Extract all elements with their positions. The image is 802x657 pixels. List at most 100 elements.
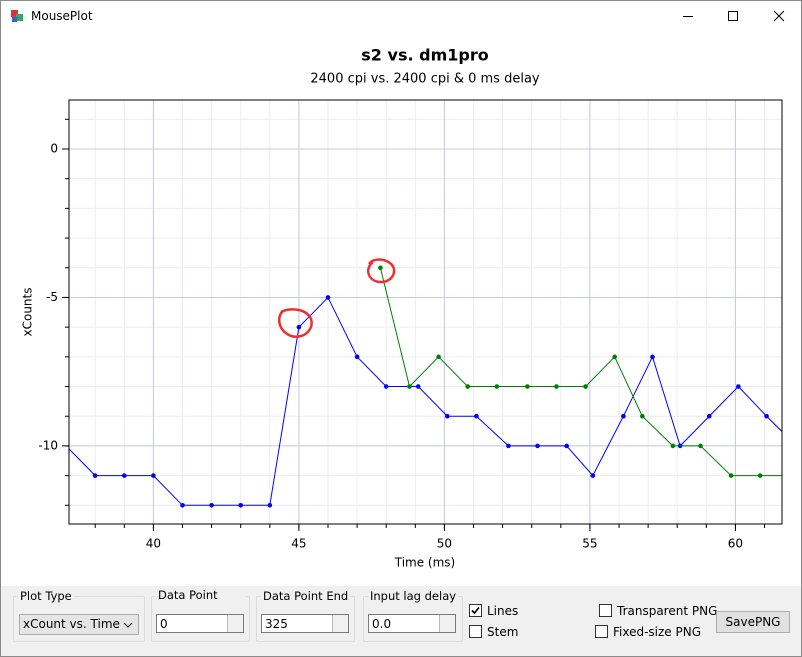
data-point	[554, 384, 559, 389]
data-point	[706, 413, 712, 419]
y-tick-label: -5	[46, 290, 58, 304]
x-tick-label: 60	[728, 537, 743, 551]
dropdown-arrow	[123, 622, 133, 628]
start-group: Data Point Start 0	[151, 589, 250, 642]
x-axis-label: Time (ms)	[394, 556, 456, 570]
spinner[interactable]	[227, 615, 243, 632]
data-point	[121, 473, 127, 478]
transparent-checkbox[interactable]: Transparent PNG	[599, 604, 717, 618]
spinner[interactable]	[332, 615, 348, 632]
data-point	[436, 354, 441, 360]
x-tick-label: 40	[146, 537, 161, 551]
plot-type-group: Plot Type xCount vs. Time	[13, 589, 145, 642]
data-point	[465, 384, 470, 389]
data-point	[564, 443, 569, 449]
checkbox-label: Transparent PNG	[617, 604, 718, 618]
group-label: Plot Type	[18, 589, 74, 603]
chart-title: s2 vs. dm1pro	[361, 46, 488, 65]
data-point	[267, 502, 273, 508]
close-button[interactable]	[773, 10, 785, 22]
data-point	[698, 443, 703, 449]
combo-value: xCount vs. Time	[23, 617, 120, 631]
maximize-button[interactable]	[728, 11, 738, 21]
data-point	[474, 413, 479, 419]
y-tick-label: 0	[50, 141, 58, 155]
data-point	[506, 443, 511, 449]
checkbox-label: Stem	[487, 625, 519, 639]
data-point	[583, 384, 588, 389]
data-point	[92, 473, 98, 478]
data-point	[180, 502, 185, 508]
data-point	[640, 413, 645, 419]
data-point	[612, 354, 617, 360]
data-point	[736, 384, 741, 389]
fixed-size-checkbox[interactable]: Fixed-size PNG	[595, 625, 701, 639]
data-point	[378, 265, 383, 271]
check-mark	[471, 606, 480, 615]
series-line	[69, 296, 782, 506]
control-panel: Plot Type xCount vs. Time Data Point Sta…	[1, 586, 801, 656]
plot-frame	[68, 99, 783, 525]
end-group: Data Point End 325	[256, 589, 355, 642]
input-value: 0	[160, 617, 168, 631]
data-point	[238, 502, 244, 508]
start-input[interactable]: 0	[156, 614, 244, 633]
spinner[interactable]	[439, 615, 455, 632]
data-point	[787, 473, 792, 478]
data-point	[209, 502, 214, 508]
highlight-circle	[277, 308, 313, 338]
chart: s2 vs. dm1pro 2400 cpi vs. 2400 cpi & 0 …	[21, 46, 799, 570]
save-button[interactable]: SavePNG	[716, 611, 790, 633]
group-label: Input lag delay	[368, 589, 459, 603]
group-label: Data Point End	[261, 589, 351, 603]
data-point	[670, 443, 676, 449]
data-point	[151, 473, 156, 478]
data-point	[494, 384, 500, 389]
y-tick-label: -10	[38, 438, 58, 452]
y-axis-label: xCounts	[21, 288, 35, 337]
data-point	[764, 413, 769, 419]
chart-subtitle: 2400 cpi vs. 2400 cpi & 0 ms delay	[310, 72, 540, 87]
lag-input[interactable]: 0.0	[368, 614, 456, 633]
data-point	[757, 473, 763, 478]
app-icon	[12, 17, 17, 22]
data-point	[794, 444, 799, 449]
data-point	[535, 443, 540, 449]
plot-type-combo[interactable]: xCount vs. Time	[19, 614, 139, 635]
highlight-circle	[366, 258, 396, 284]
data-point	[621, 413, 626, 419]
group-label: Data Point Start	[156, 589, 246, 600]
plot-series	[69, 265, 799, 508]
grid	[62, 100, 782, 531]
series-line	[379, 267, 782, 477]
x-tick-label: 55	[582, 537, 597, 551]
data-point	[445, 413, 450, 419]
annotations	[277, 258, 396, 338]
data-point	[415, 384, 421, 389]
data-point	[590, 473, 596, 478]
input-value: 325	[265, 617, 288, 631]
x-tick-label: 45	[291, 537, 306, 551]
data-point	[407, 384, 412, 389]
checkbox-label: Lines	[487, 604, 519, 618]
data-point	[383, 384, 389, 389]
lag-group: Input lag delay 0.0	[363, 589, 463, 642]
end-input[interactable]: 325	[261, 614, 349, 633]
data-point	[325, 295, 331, 300]
checkbox-label: Fixed-size PNG	[613, 625, 702, 639]
x-tick-label: 50	[437, 537, 452, 551]
app-icon	[11, 10, 18, 17]
data-point	[728, 473, 734, 478]
window-title: MousePlot	[31, 9, 93, 23]
data-point	[525, 384, 530, 389]
data-point	[650, 354, 655, 360]
input-value: 0.0	[372, 617, 392, 631]
stem-checkbox[interactable]: Stem	[469, 625, 518, 639]
lines-checkbox[interactable]: Lines	[469, 604, 518, 618]
data-point	[354, 354, 360, 360]
app-icon	[16, 14, 23, 21]
data-point	[296, 324, 302, 330]
title-bar-icons	[11, 10, 785, 22]
title-bar: MousePlot	[1, 1, 801, 32]
